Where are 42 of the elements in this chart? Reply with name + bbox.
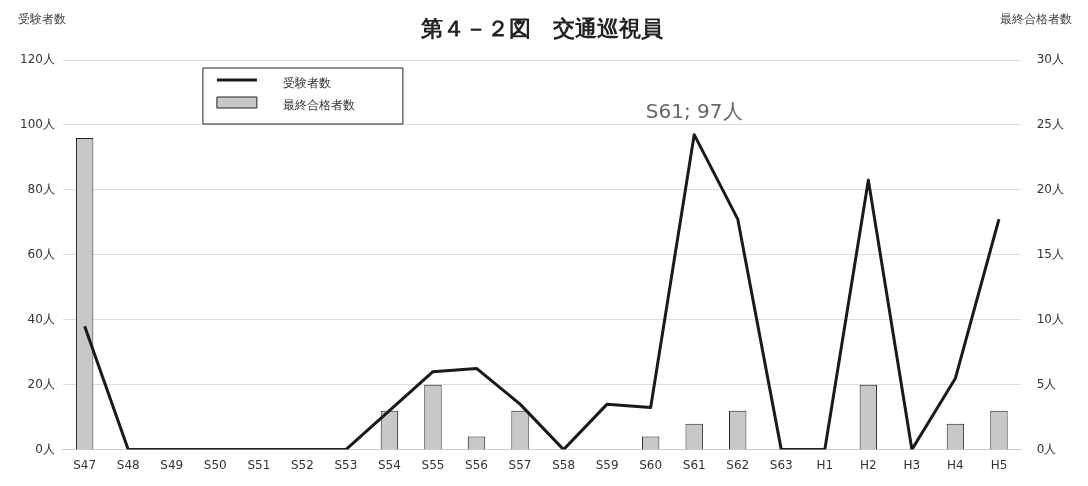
legend-label: 受験者数 xyxy=(282,76,331,91)
x-tick-label: S62 xyxy=(726,457,750,472)
x-tick-label: S56 xyxy=(465,457,488,472)
x-tick-label: S53 xyxy=(334,457,358,472)
x-tick-label: S60 xyxy=(639,457,663,472)
y2-tick-label: 5人 xyxy=(1036,376,1057,391)
x-tick-label: S47 xyxy=(73,457,97,472)
x-tick-label: S55 xyxy=(421,457,445,472)
y2-tick-label: 25人 xyxy=(1036,117,1065,132)
y-tick-label: 60人 xyxy=(27,246,55,261)
x-tick-label: S59 xyxy=(595,457,619,472)
x-tick-label: H1 xyxy=(816,457,834,472)
x-tick-label: S54 xyxy=(377,457,401,472)
y-tick-label: 100人 xyxy=(20,117,55,132)
y2-tick-label: 10人 xyxy=(1036,311,1065,326)
x-tick-label: S50 xyxy=(203,457,227,472)
x-tick-label: S52 xyxy=(290,457,314,472)
y-axis-title: 受験者数 xyxy=(18,12,66,27)
x-tick-label: S63 xyxy=(769,457,793,472)
y2-axis-title: 最終合格者数 xyxy=(1000,12,1072,27)
x-tick-label: H3 xyxy=(903,457,921,472)
y-tick-label: 20人 xyxy=(27,376,55,391)
y-tick-label: 120人 xyxy=(20,52,55,67)
legend-label: 最終合格者数 xyxy=(282,98,355,113)
x-tick-label: S57 xyxy=(508,457,532,472)
annotation: S61; 97人 xyxy=(645,98,743,123)
x-tick-label: S58 xyxy=(552,457,576,472)
y2-tick-label: 30人 xyxy=(1036,52,1065,67)
y2-tick-label: 15人 xyxy=(1036,246,1065,261)
x-tick-label: S51 xyxy=(247,457,271,472)
chart-title: 第４－２図 交通巡視員 xyxy=(419,15,663,41)
x-tick-label: S49 xyxy=(160,457,184,472)
x-tick-label: S48 xyxy=(116,457,140,472)
x-tick-label: H4 xyxy=(947,457,964,472)
y-tick-label: 80人 xyxy=(27,181,55,196)
x-tick-label: S61 xyxy=(682,457,706,472)
y-tick-label: 0人 xyxy=(35,441,55,456)
x-tick-label: H5 xyxy=(990,457,1008,472)
y-tick-label: 40人 xyxy=(27,311,55,326)
y2-tick-label: 0人 xyxy=(1036,441,1057,456)
x-tick-label: H2 xyxy=(860,457,877,472)
y2-tick-label: 20人 xyxy=(1036,181,1065,196)
